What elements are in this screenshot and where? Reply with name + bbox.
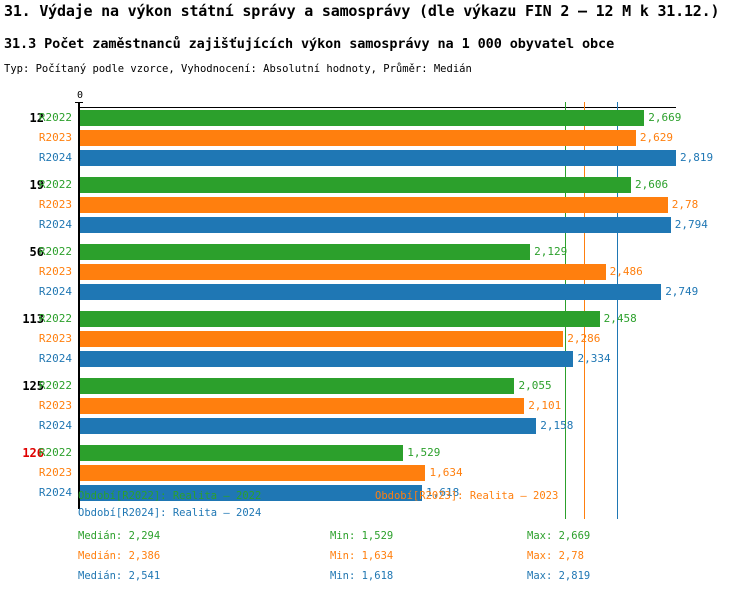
axis-tick-0	[75, 102, 83, 103]
bar-19-r2023[interactable]	[80, 197, 668, 213]
bar-value-56-r2024: 2,749	[665, 285, 699, 298]
median-line-r2022	[565, 102, 566, 519]
bar-value-113-r2022: 2,458	[603, 312, 637, 325]
axis-tick-label-0: 0	[76, 90, 84, 101]
median-line-r2024	[617, 102, 619, 519]
bar-19-r2022[interactable]	[80, 177, 631, 193]
stat-median-0: Medián: 2,294	[78, 530, 161, 542]
legend-r2024: Období[R2024]: Realita – 2024	[78, 507, 262, 519]
bar-value-126-r2022: 1,529	[407, 446, 441, 459]
series-label-19-r2024: R2024	[38, 218, 72, 231]
series-label-126-r2023: R2023	[38, 466, 72, 479]
series-label-113-r2022: R2022	[38, 312, 72, 325]
bar-125-r2022[interactable]	[80, 378, 515, 394]
stat-min-2: Min: 1,618	[330, 570, 394, 582]
stat-median-1: Medián: 2,386	[78, 550, 161, 562]
bar-value-12-r2023: 2,629	[639, 131, 673, 144]
bar-56-r2023[interactable]	[80, 264, 606, 280]
series-label-126-r2022: R2022	[38, 446, 72, 459]
bar-113-r2023[interactable]	[80, 331, 564, 347]
chart-meta: Typ: Počítaný podle vzorce, Vyhodnocení:…	[4, 63, 472, 75]
bar-value-12-r2022: 2,669	[648, 111, 682, 124]
group-label-12: 12	[29, 111, 44, 125]
series-label-125-r2022: R2022	[38, 379, 72, 392]
bar-value-126-r2023: 1,634	[429, 466, 463, 479]
bar-19-r2024[interactable]	[80, 217, 671, 233]
bar-125-r2023[interactable]	[80, 398, 525, 414]
bar-56-r2024[interactable]	[80, 284, 662, 300]
series-label-113-r2023: R2023	[38, 332, 72, 345]
stat-max-1: Max: 2,78	[527, 550, 584, 562]
bar-113-r2022[interactable]	[80, 311, 600, 327]
bar-value-56-r2022: 2,129	[534, 245, 568, 258]
bar-12-r2023[interactable]	[80, 130, 636, 146]
stat-min-0: Min: 1,529	[330, 530, 394, 542]
bar-56-r2022[interactable]	[80, 244, 531, 260]
group-label-125: 125	[22, 379, 44, 393]
series-label-19-r2023: R2023	[38, 198, 72, 211]
stat-max-2: Max: 2,819	[527, 570, 591, 582]
bar-12-r2022[interactable]	[80, 110, 645, 126]
group-label-56: 56	[29, 245, 44, 259]
series-label-56-r2023: R2023	[38, 265, 72, 278]
bar-value-19-r2023: 2,78	[671, 198, 699, 211]
bar-value-19-r2024: 2,794	[674, 218, 708, 231]
series-label-12-r2024: R2024	[38, 151, 72, 164]
group-label-126: 126	[22, 446, 44, 460]
series-label-56-r2022: R2022	[38, 245, 72, 258]
bar-12-r2024[interactable]	[80, 150, 676, 166]
series-label-19-r2022: R2022	[38, 178, 72, 191]
bar-126-r2022[interactable]	[80, 445, 404, 461]
bar-113-r2024[interactable]	[80, 351, 574, 367]
axis-line-zero	[78, 102, 80, 509]
bar-value-125-r2022: 2,055	[518, 379, 552, 392]
legend-r2023: Období[R2023]: Realita – 2023	[375, 490, 559, 502]
bar-value-126-r2024: 1,618	[426, 486, 460, 499]
bar-value-19-r2022: 2,606	[634, 178, 669, 191]
bar-125-r2024[interactable]	[80, 418, 537, 434]
group-label-19: 19	[29, 178, 44, 192]
series-label-12-r2023: R2023	[38, 131, 72, 144]
stat-median-2: Medián: 2,541	[78, 570, 161, 582]
series-label-12-r2022: R2022	[38, 111, 72, 124]
stat-min-1: Min: 1,634	[330, 550, 394, 562]
bar-value-56-r2023: 2,486	[609, 265, 643, 278]
bar-value-125-r2023: 2,101	[528, 399, 562, 412]
bar-value-12-r2024: 2,819	[680, 151, 714, 164]
bar-126-r2023[interactable]	[80, 465, 426, 481]
series-label-125-r2023: R2023	[38, 399, 72, 412]
bar-value-113-r2023: 2,286	[567, 332, 601, 345]
bar-value-125-r2024: 2,158	[540, 419, 574, 432]
bar-value-113-r2024: 2,334	[577, 352, 611, 365]
series-label-125-r2024: R2024	[38, 419, 72, 432]
stat-max-0: Max: 2,669	[527, 530, 591, 542]
group-label-113: 113	[22, 312, 44, 326]
page-title: 31. Výdaje na výkon státní správy a samo…	[4, 2, 720, 20]
plot-top-rule	[80, 107, 676, 108]
chart-title: 31.3 Počet zaměstnanců zajišťujících výk…	[4, 36, 615, 52]
series-label-113-r2024: R2024	[38, 352, 72, 365]
bar-126-r2024[interactable]	[80, 485, 423, 501]
median-line-r2023	[584, 102, 586, 519]
series-label-56-r2024: R2024	[38, 285, 72, 298]
legend-r2022: Období[R2022]: Realita – 2022	[78, 490, 262, 502]
series-label-126-r2024: R2024	[38, 486, 72, 499]
